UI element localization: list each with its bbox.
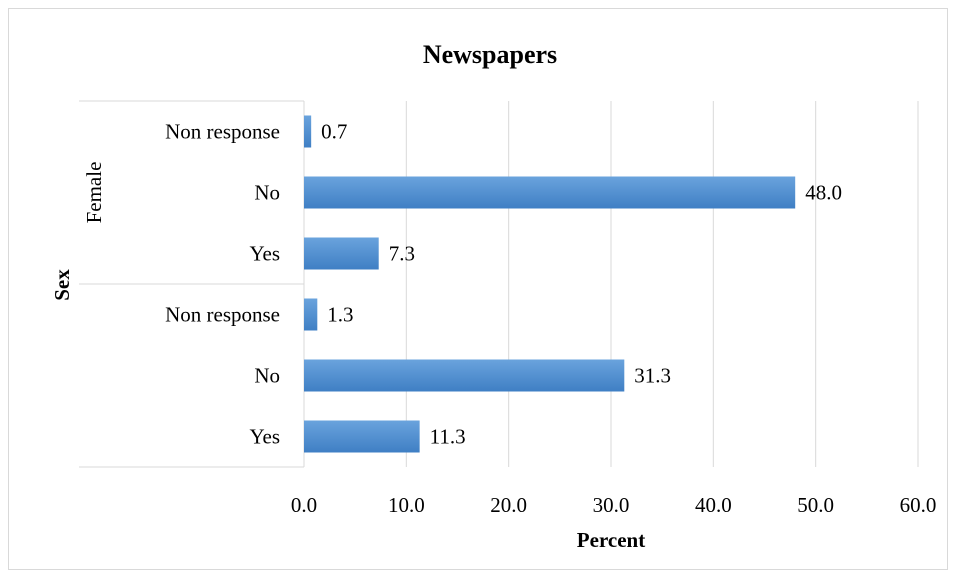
data-label: 48.0 (805, 181, 842, 205)
data-label: 0.7 (321, 120, 347, 144)
category-label: Non response (165, 303, 280, 327)
bar (304, 359, 625, 392)
x-tick-label: 50.0 (797, 493, 834, 517)
data-label: 7.3 (389, 242, 415, 266)
category-label: No (254, 364, 280, 388)
y-axis-title: Sex (50, 269, 74, 301)
bar (304, 420, 420, 453)
x-tick-label: 20.0 (490, 493, 527, 517)
bar (304, 298, 318, 331)
category-labels: Non response No Yes Non response No Yes Female (82, 120, 280, 449)
category-label: Yes (249, 425, 280, 449)
x-tick-labels: 0.0 10.0 20.0 30.0 40.0 50.0 60.0 (291, 493, 937, 517)
data-label: 11.3 (430, 425, 466, 449)
data-label: 1.3 (327, 303, 353, 327)
chart-frame (8, 8, 948, 570)
category-label: Non response (165, 120, 280, 144)
bar (304, 115, 312, 148)
category-label: Yes (249, 242, 280, 266)
x-tick-label: 60.0 (900, 493, 937, 517)
x-tick-label: 30.0 (593, 493, 630, 517)
gridlines (405, 101, 919, 467)
category-axis (79, 100, 305, 468)
x-axis-title: Percent (577, 528, 645, 552)
x-tick-label: 40.0 (695, 493, 732, 517)
bar (304, 237, 379, 270)
chart-title: Newspapers (423, 40, 557, 69)
bars: 0.7 48.0 7.3 1.3 31.3 11.3 (304, 115, 842, 453)
x-tick-label: 0.0 (291, 493, 317, 517)
group-label: Female (82, 162, 106, 224)
bar (304, 176, 796, 209)
data-label: 31.3 (634, 364, 671, 388)
x-tick-label: 10.0 (388, 493, 425, 517)
category-label: No (254, 181, 280, 205)
